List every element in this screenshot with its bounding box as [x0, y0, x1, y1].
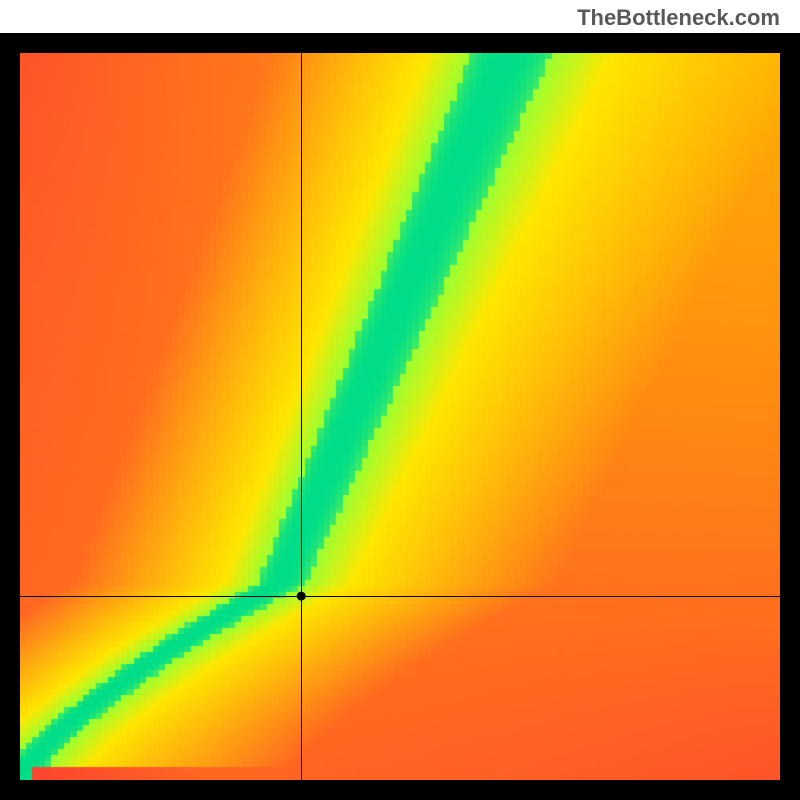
attribution-text: TheBottleneck.com: [577, 5, 780, 31]
plot-frame: [0, 33, 800, 800]
marker-dot: [0, 33, 800, 800]
